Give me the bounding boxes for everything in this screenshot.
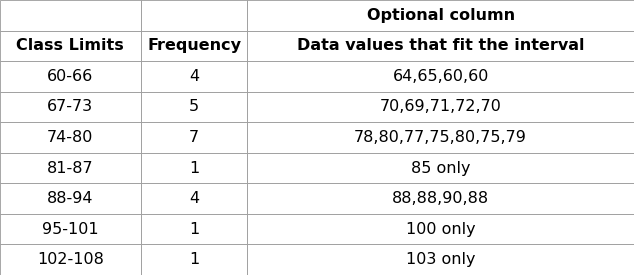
Bar (0, 244, 141, 275)
Text: Class Limits: Class Limits (16, 38, 124, 53)
Bar (141, 153, 247, 183)
Bar (247, 244, 634, 275)
Bar (141, 31, 247, 61)
Text: 67-73: 67-73 (48, 100, 93, 114)
Bar (0, 153, 141, 183)
Bar (247, 183, 634, 214)
Text: 78,80,77,75,80,75,79: 78,80,77,75,80,75,79 (354, 130, 527, 145)
Text: 1: 1 (189, 252, 199, 267)
Text: 60-66: 60-66 (48, 69, 93, 84)
Text: 64,65,60,60: 64,65,60,60 (392, 69, 489, 84)
Text: 85 only: 85 only (411, 161, 470, 175)
Bar (141, 122, 247, 153)
Bar (141, 214, 247, 244)
Text: 102-108: 102-108 (37, 252, 104, 267)
Bar (0, 122, 141, 153)
Text: 81-87: 81-87 (47, 161, 94, 175)
Text: 1: 1 (189, 222, 199, 237)
Bar (0, 92, 141, 122)
Bar (247, 92, 634, 122)
Bar (141, 92, 247, 122)
Text: Frequency: Frequency (147, 38, 241, 53)
Bar (141, 183, 247, 214)
Text: Data values that fit the interval: Data values that fit the interval (297, 38, 585, 53)
Bar (247, 61, 634, 92)
Bar (247, 0, 634, 31)
Bar (247, 122, 634, 153)
Text: 88,88,90,88: 88,88,90,88 (392, 191, 489, 206)
Bar (0, 31, 141, 61)
Text: 1: 1 (189, 161, 199, 175)
Text: 100 only: 100 only (406, 222, 476, 237)
Bar (247, 214, 634, 244)
Bar (0, 183, 141, 214)
Text: 7: 7 (189, 130, 199, 145)
Text: 88-94: 88-94 (47, 191, 94, 206)
Bar (0, 61, 141, 92)
Text: 95-101: 95-101 (42, 222, 99, 237)
Text: Optional column: Optional column (366, 8, 515, 23)
Text: 103 only: 103 only (406, 252, 476, 267)
Bar (0, 0, 141, 31)
Text: 70,69,71,72,70: 70,69,71,72,70 (380, 100, 501, 114)
Bar (141, 0, 247, 31)
Bar (247, 153, 634, 183)
Text: 4: 4 (189, 191, 199, 206)
Bar (247, 31, 634, 61)
Bar (0, 214, 141, 244)
Bar (141, 244, 247, 275)
Text: 74-80: 74-80 (47, 130, 94, 145)
Text: 5: 5 (189, 100, 199, 114)
Text: 4: 4 (189, 69, 199, 84)
Bar (141, 61, 247, 92)
